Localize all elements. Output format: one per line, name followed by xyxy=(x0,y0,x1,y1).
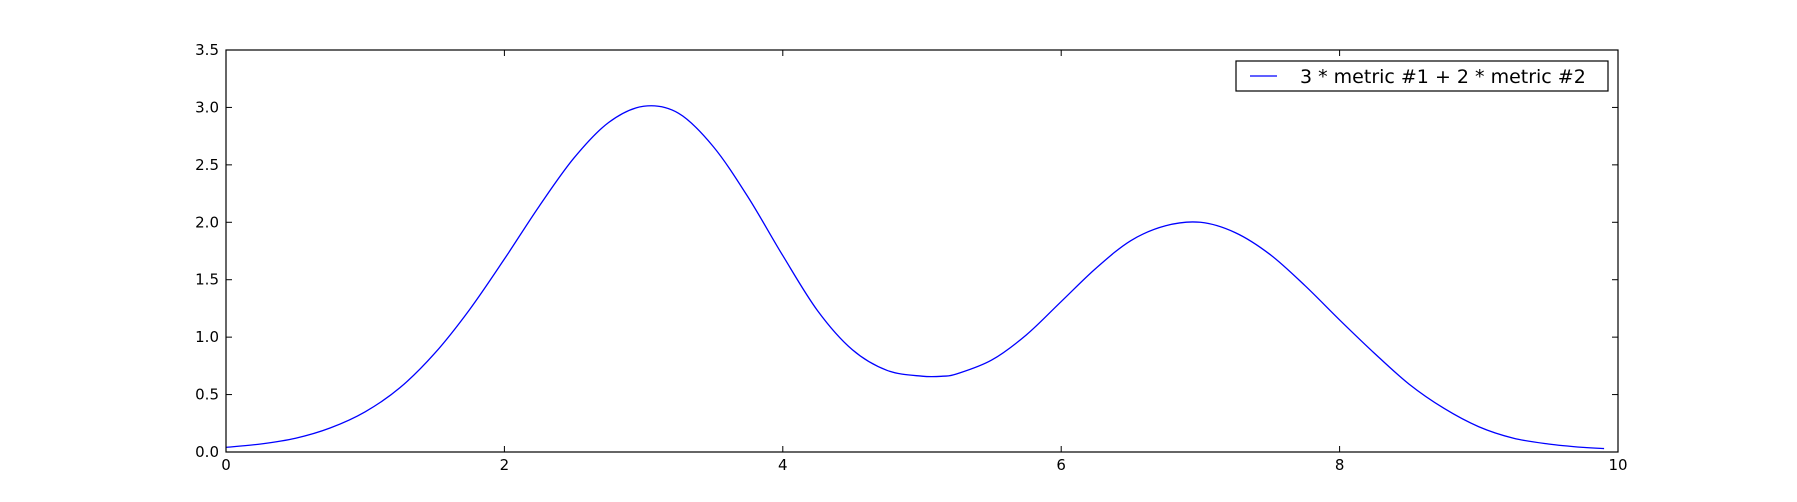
legend: 3 * metric #1 + 2 * metric #2 xyxy=(1235,60,1609,92)
plot-background xyxy=(226,50,1618,452)
y-tick-label: 1.5 xyxy=(195,271,219,289)
plot-frame xyxy=(225,49,1619,453)
x-tick-label: 0 xyxy=(221,456,231,474)
y-tick-label: 3.0 xyxy=(195,98,219,116)
y-tick-label: 0.5 xyxy=(195,386,219,404)
x-tick-label: 2 xyxy=(500,456,510,474)
x-tick-label: 10 xyxy=(1608,456,1627,474)
legend-box xyxy=(1235,60,1609,92)
y-tick-label: 0.0 xyxy=(195,443,219,461)
y-tick-label: 2.5 xyxy=(195,156,219,174)
series-line xyxy=(225,105,1605,450)
y-axis-tick-labels: 0.0 0.5 1.0 1.5 2.0 2.5 3.0 3.5 xyxy=(195,41,219,461)
x-tick-label: 4 xyxy=(778,456,788,474)
x-tick-label: 8 xyxy=(1335,456,1345,474)
x-tick-label: 6 xyxy=(1056,456,1066,474)
y-tick-label: 3.5 xyxy=(195,41,219,59)
y-tick-label: 2.0 xyxy=(195,213,219,231)
legend-label: 3 * metric #1 + 2 * metric #2 xyxy=(1300,66,1586,88)
x-axis-tick-labels: 0 2 4 6 8 10 xyxy=(221,456,1627,474)
y-tick-label: 1.0 xyxy=(195,328,219,346)
